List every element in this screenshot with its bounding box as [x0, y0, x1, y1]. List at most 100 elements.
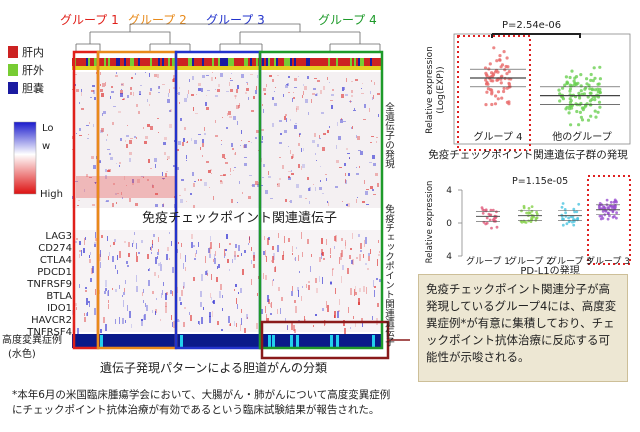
heatmap-cell — [302, 164, 305, 168]
chart1-point — [580, 118, 585, 122]
chart2-point — [534, 217, 538, 220]
annotation-cell — [296, 58, 298, 66]
annotation-cell — [242, 58, 244, 66]
chart2-point — [575, 210, 579, 214]
heatmap-cell — [345, 240, 346, 246]
heatmap-cell — [257, 184, 259, 187]
heatmap-cell — [237, 121, 238, 125]
heatmap-cell — [83, 248, 85, 253]
heatmap-cell — [365, 191, 368, 195]
heatmap-cell — [200, 302, 202, 307]
annotation-cell — [210, 58, 212, 66]
heatmap-cell — [373, 163, 376, 166]
heatmap-cell — [287, 326, 288, 330]
heatmap-cell — [349, 157, 350, 159]
heatmap-cell — [334, 246, 335, 249]
heatmap-cell — [368, 256, 370, 261]
heatmap-cell — [370, 186, 373, 189]
tmb-case — [180, 335, 183, 347]
right-label-checkpoint: 免疫チェックポイント関連遺伝子 — [383, 204, 394, 347]
heatmap-cell — [231, 199, 233, 203]
heatmap-cell — [340, 253, 342, 260]
annotation-cell — [104, 58, 106, 66]
heatmap-cell — [261, 185, 263, 186]
heatmap-cell — [349, 255, 351, 259]
heatmap-cell — [124, 176, 125, 180]
highlight-box-group3 — [587, 175, 631, 265]
chart1-point — [589, 114, 593, 118]
annotation-cell — [352, 58, 354, 66]
annotation-cell — [328, 58, 330, 66]
heatmap-cell — [294, 300, 296, 303]
heatmap-cell — [274, 91, 275, 92]
heatmap-cell — [281, 297, 283, 301]
chart2-point — [615, 216, 618, 220]
heatmap-cell — [126, 144, 128, 148]
annotation-cell — [220, 58, 222, 66]
chart2-point — [527, 207, 531, 210]
heatmap-cell — [165, 293, 167, 300]
chart1-point — [494, 94, 498, 98]
heatmap-cell — [228, 111, 231, 115]
annotation-cell — [256, 58, 258, 66]
annotation-cell — [82, 58, 84, 66]
heatmap-cell — [149, 268, 150, 271]
chart1-point — [484, 78, 488, 82]
heatmap-cell — [346, 148, 348, 150]
heatmap-cell — [257, 75, 258, 78]
heatmap-cell — [264, 236, 265, 240]
heatmap-cell — [267, 318, 269, 322]
heatmap-cell — [149, 92, 151, 95]
heatmap-cell — [326, 239, 327, 245]
heatmap-cell — [136, 256, 138, 262]
annotation-cell — [366, 58, 368, 66]
heatmap-cell — [298, 255, 299, 261]
heatmap-cell — [234, 153, 235, 155]
heatmap-cell — [227, 113, 228, 116]
chart1-point — [589, 72, 593, 77]
heatmap-cell — [90, 97, 92, 98]
heatmap-cell — [308, 285, 310, 290]
heatmap-cell — [303, 148, 304, 151]
chart1-point — [503, 68, 507, 72]
heatmap-cell — [184, 307, 186, 309]
annotation-cell — [118, 58, 120, 66]
heatmap-cell — [210, 293, 211, 298]
heatmap-cell — [225, 249, 227, 251]
heatmap-cell — [320, 90, 322, 94]
heatmap-cell — [155, 193, 158, 195]
heatmap-cell — [356, 173, 359, 175]
heatmap-cell — [81, 92, 82, 96]
heatmap-cell — [178, 141, 181, 145]
heatmap-cell — [332, 269, 333, 276]
heatmap-cell — [285, 114, 287, 116]
heatmap-cell — [294, 78, 297, 81]
heatmap-cell — [193, 107, 194, 111]
annotation-cell — [124, 58, 126, 66]
heatmap-cell — [132, 243, 133, 247]
heatmap-cell — [162, 204, 164, 207]
annotation-stripe — [72, 66, 382, 70]
heatmap-cell — [379, 251, 380, 253]
chart1-point — [496, 97, 500, 101]
heatmap-cell — [234, 255, 236, 260]
heatmap-cell — [241, 253, 242, 256]
annotation-cell — [232, 58, 234, 66]
chart1-point — [575, 109, 579, 114]
heatmap-cell — [279, 178, 281, 180]
heatmap-cell — [332, 89, 334, 91]
heatmap-cell — [378, 240, 379, 243]
heatmap-cell — [279, 157, 281, 158]
heatmap-cell — [249, 236, 250, 243]
heatmap-cell — [284, 236, 285, 243]
heatmap-cell — [219, 291, 221, 298]
annotation-cell — [240, 58, 242, 66]
heatmap-cell — [94, 242, 96, 244]
heatmap-cell — [157, 74, 159, 78]
heatmap-cell — [179, 297, 181, 301]
chart1-point — [485, 73, 489, 77]
heatmap-cell — [72, 149, 73, 150]
annotation-cell — [300, 58, 302, 66]
heatmap-cell — [237, 255, 239, 257]
heatmap-cell — [369, 162, 372, 163]
